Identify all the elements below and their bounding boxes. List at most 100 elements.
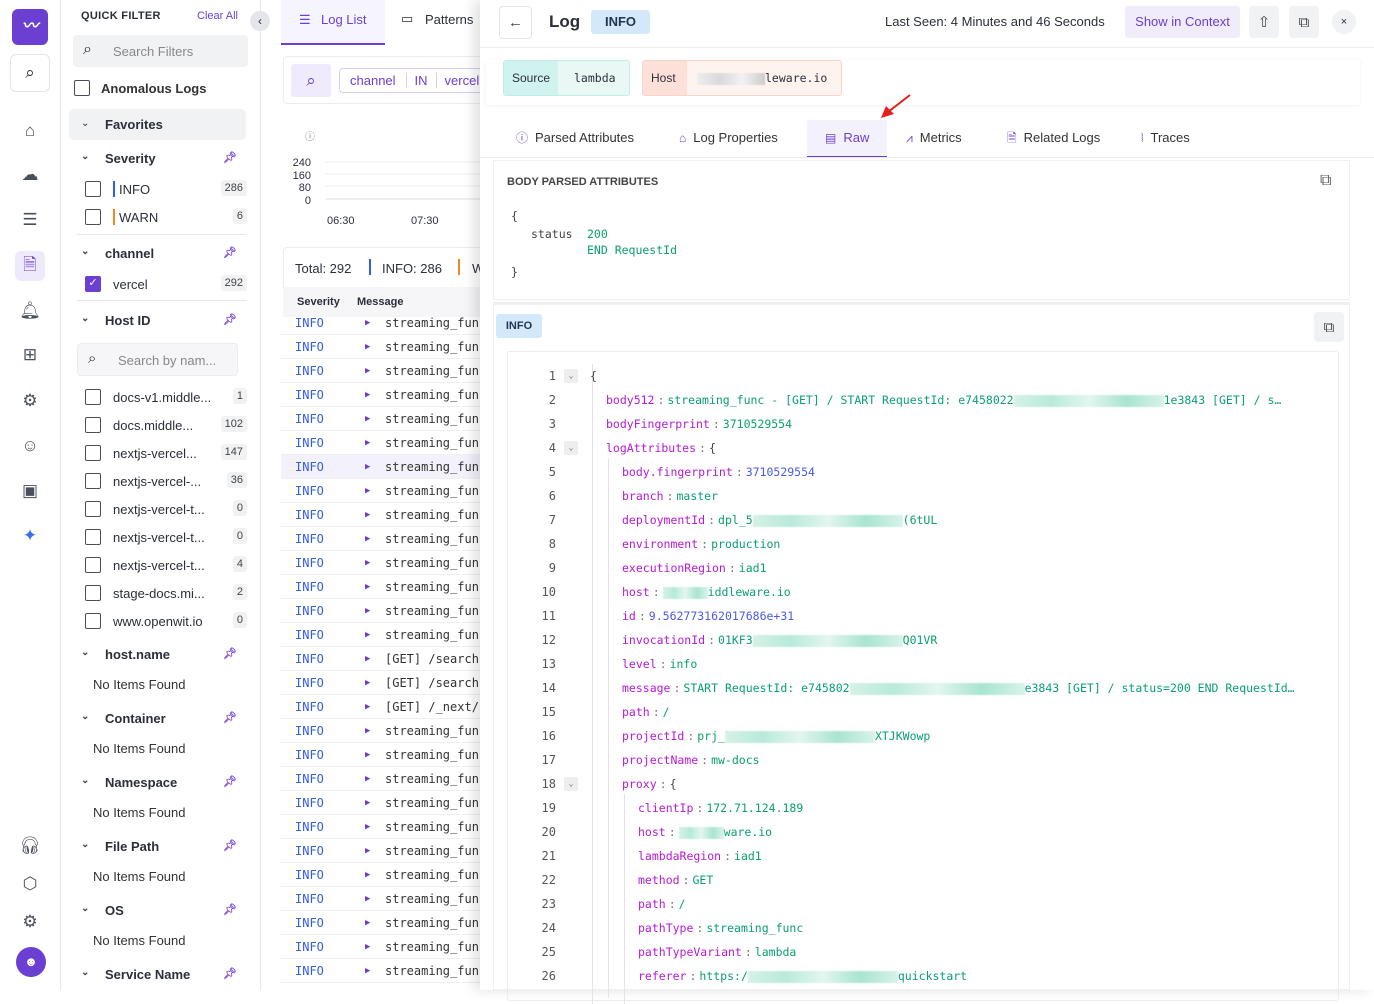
show-in-context-button[interactable]: Show in Context bbox=[1125, 6, 1240, 38]
tab-raw[interactable]: ▤ Raw bbox=[807, 120, 888, 158]
ai-search-icon[interactable]: ⌕ bbox=[291, 64, 331, 97]
expand-arrow-icon[interactable]: ▶ bbox=[365, 606, 371, 616]
source-chip[interactable]: Source lambda bbox=[503, 60, 630, 96]
log-row[interactable]: INFO ▶ [GET] /_next/ bbox=[281, 695, 481, 719]
expand-arrow-icon[interactable]: ▶ bbox=[365, 942, 371, 952]
expand-arrow-icon[interactable]: ▶ bbox=[365, 462, 371, 472]
copy-icon[interactable]: ⧉ bbox=[1320, 172, 1332, 189]
pin-icon[interactable]: 📌︎ bbox=[223, 247, 237, 259]
checkbox[interactable] bbox=[85, 585, 101, 601]
log-row[interactable]: INFO ▶ streaming_fun bbox=[281, 911, 481, 935]
expand-arrow-icon[interactable]: ▶ bbox=[365, 774, 371, 784]
infrastructure-icon[interactable]: ☁ bbox=[21, 165, 39, 184]
expand-arrow-icon[interactable]: ▶ bbox=[365, 966, 371, 976]
log-row[interactable]: INFO ▶ streaming_fun bbox=[281, 479, 481, 503]
log-row[interactable]: INFO ▶ streaming_fun bbox=[281, 503, 481, 527]
share-icon[interactable]: ⇧ bbox=[1249, 6, 1279, 38]
checkbox[interactable] bbox=[85, 389, 101, 405]
log-row[interactable]: INFO ▶ streaming_fun bbox=[281, 623, 481, 647]
fold-toggle-icon[interactable]: ⌄ bbox=[564, 369, 578, 383]
tab-related-logs[interactable]: 🗎︎ Related Logs bbox=[1007, 120, 1100, 158]
logs-icon[interactable]: 🗎 bbox=[15, 251, 45, 281]
log-row[interactable]: INFO ▶ streaming_fun bbox=[281, 527, 481, 551]
tab-log-properties[interactable]: ⌂ Log Properties bbox=[679, 120, 778, 158]
copy-icon[interactable]: ⧉ bbox=[1289, 6, 1319, 38]
log-row[interactable]: INFO ▶ streaming_fun bbox=[281, 887, 481, 911]
host-search-input[interactable]: ⌕ Search by nam... bbox=[77, 343, 238, 376]
log-row[interactable]: INFO ▶ streaming_fun bbox=[281, 599, 481, 623]
expand-arrow-icon[interactable]: ▶ bbox=[365, 318, 371, 328]
log-row[interactable]: INFO ▶ streaming_fun bbox=[281, 815, 481, 839]
settings-chip-icon[interactable]: ▣ bbox=[21, 481, 39, 500]
expand-arrow-icon[interactable]: ▶ bbox=[365, 342, 371, 352]
search-filters-input[interactable]: ⌕ Search Filters bbox=[73, 35, 248, 67]
gear-icon[interactable]: ⚙ bbox=[22, 912, 38, 931]
rum-icon[interactable]: ☺ bbox=[21, 436, 39, 455]
pin-icon[interactable]: 📌︎ bbox=[223, 152, 237, 164]
expand-arrow-icon[interactable]: ▶ bbox=[365, 894, 371, 904]
log-row[interactable]: INFO ▶ streaming_fun bbox=[281, 743, 481, 767]
expand-arrow-icon[interactable]: ▶ bbox=[365, 438, 371, 448]
log-row[interactable]: INFO ▶ streaming_fun bbox=[281, 407, 481, 431]
back-button[interactable]: ← bbox=[499, 6, 532, 39]
log-row[interactable]: INFO ▶ streaming_fun bbox=[281, 383, 481, 407]
clear-all-link[interactable]: Clear All bbox=[197, 10, 238, 22]
expand-arrow-icon[interactable]: ▶ bbox=[365, 630, 371, 640]
checkbox[interactable] bbox=[85, 473, 101, 489]
logo-icon[interactable]: 〰 bbox=[12, 9, 48, 45]
expand-arrow-icon[interactable]: ▶ bbox=[365, 750, 371, 760]
checkbox-checked[interactable]: ✓ bbox=[85, 276, 101, 292]
dashboard-icon[interactable]: ⊞ bbox=[22, 345, 38, 364]
fold-toggle-icon[interactable]: ⌄ bbox=[564, 777, 578, 791]
checkbox[interactable] bbox=[85, 417, 101, 433]
support-icon[interactable]: 🎧︎ bbox=[19, 836, 41, 855]
log-row[interactable]: INFO ▶ streaming_fun bbox=[281, 791, 481, 815]
pin-icon[interactable]: 📌︎ bbox=[223, 840, 237, 852]
log-row[interactable]: INFO ▶ streaming_fun bbox=[281, 767, 481, 791]
log-row[interactable]: INFO ▶ streaming_fun bbox=[281, 551, 481, 575]
favorites-group[interactable]: ⌄ Favorites bbox=[69, 109, 246, 140]
expand-arrow-icon[interactable]: ▶ bbox=[365, 822, 371, 832]
pin-icon[interactable]: 📌︎ bbox=[223, 648, 237, 660]
expand-arrow-icon[interactable]: ▶ bbox=[365, 798, 371, 808]
copy-icon[interactable]: ⧉ bbox=[1314, 312, 1344, 342]
pin-icon[interactable]: 📌︎ bbox=[223, 968, 237, 980]
checkbox[interactable] bbox=[85, 613, 101, 629]
ai-icon[interactable]: ✦ bbox=[22, 526, 38, 545]
fold-toggle-icon[interactable]: ⌄ bbox=[564, 441, 578, 455]
apm-icon[interactable]: ☰ bbox=[22, 210, 38, 229]
checkbox[interactable] bbox=[85, 181, 101, 197]
expand-arrow-icon[interactable]: ▶ bbox=[365, 846, 371, 856]
host-chip[interactable]: Host leware.io bbox=[642, 60, 842, 96]
checkbox[interactable] bbox=[85, 445, 101, 461]
checkbox[interactable] bbox=[85, 501, 101, 517]
expand-arrow-icon[interactable]: ▶ bbox=[365, 486, 371, 496]
log-row[interactable]: INFO ▶ streaming_fun bbox=[281, 719, 481, 743]
tab-traces[interactable]: ⦚ Traces bbox=[1141, 120, 1190, 158]
expand-arrow-icon[interactable]: ▶ bbox=[365, 366, 371, 376]
tab-parsed-attributes[interactable]: ⓘ Parsed Attributes bbox=[516, 120, 634, 158]
expand-arrow-icon[interactable]: ▶ bbox=[365, 702, 371, 712]
expand-arrow-icon[interactable]: ▶ bbox=[365, 678, 371, 688]
tab-log-list[interactable]: ☰ Log List bbox=[281, 0, 385, 45]
expand-arrow-icon[interactable]: ▶ bbox=[365, 414, 371, 424]
expand-arrow-icon[interactable]: ▶ bbox=[365, 870, 371, 880]
log-row[interactable]: INFO ▶ streaming_fun bbox=[281, 959, 481, 983]
query-chip[interactable]: channel IN vercel bbox=[339, 68, 499, 93]
expand-arrow-icon[interactable]: ▶ bbox=[365, 390, 371, 400]
expand-arrow-icon[interactable]: ▶ bbox=[365, 918, 371, 928]
collapse-panel-button[interactable]: ‹ bbox=[250, 11, 270, 31]
log-row[interactable]: INFO ▶ [GET] /search bbox=[281, 671, 481, 695]
anomalous-logs-checkbox[interactable] bbox=[74, 80, 90, 96]
log-row[interactable]: INFO ▶ streaming_fun bbox=[281, 455, 481, 479]
checkbox[interactable] bbox=[85, 529, 101, 545]
checkbox[interactable] bbox=[85, 209, 101, 225]
log-row[interactable]: INFO ▶ streaming_fun bbox=[281, 575, 481, 599]
log-row[interactable]: INFO ▶ streaming_fun bbox=[281, 359, 481, 383]
log-row[interactable]: INFO ▶ streaming_fun bbox=[281, 431, 481, 455]
search-icon[interactable]: ⌕ bbox=[10, 54, 50, 92]
log-row[interactable]: INFO ▶ streaming_fun bbox=[281, 863, 481, 887]
log-row[interactable]: INFO ▶ streaming_fun bbox=[281, 335, 481, 359]
log-row[interactable]: INFO ▶ [GET] /search bbox=[281, 647, 481, 671]
expand-arrow-icon[interactable]: ▶ bbox=[365, 558, 371, 568]
